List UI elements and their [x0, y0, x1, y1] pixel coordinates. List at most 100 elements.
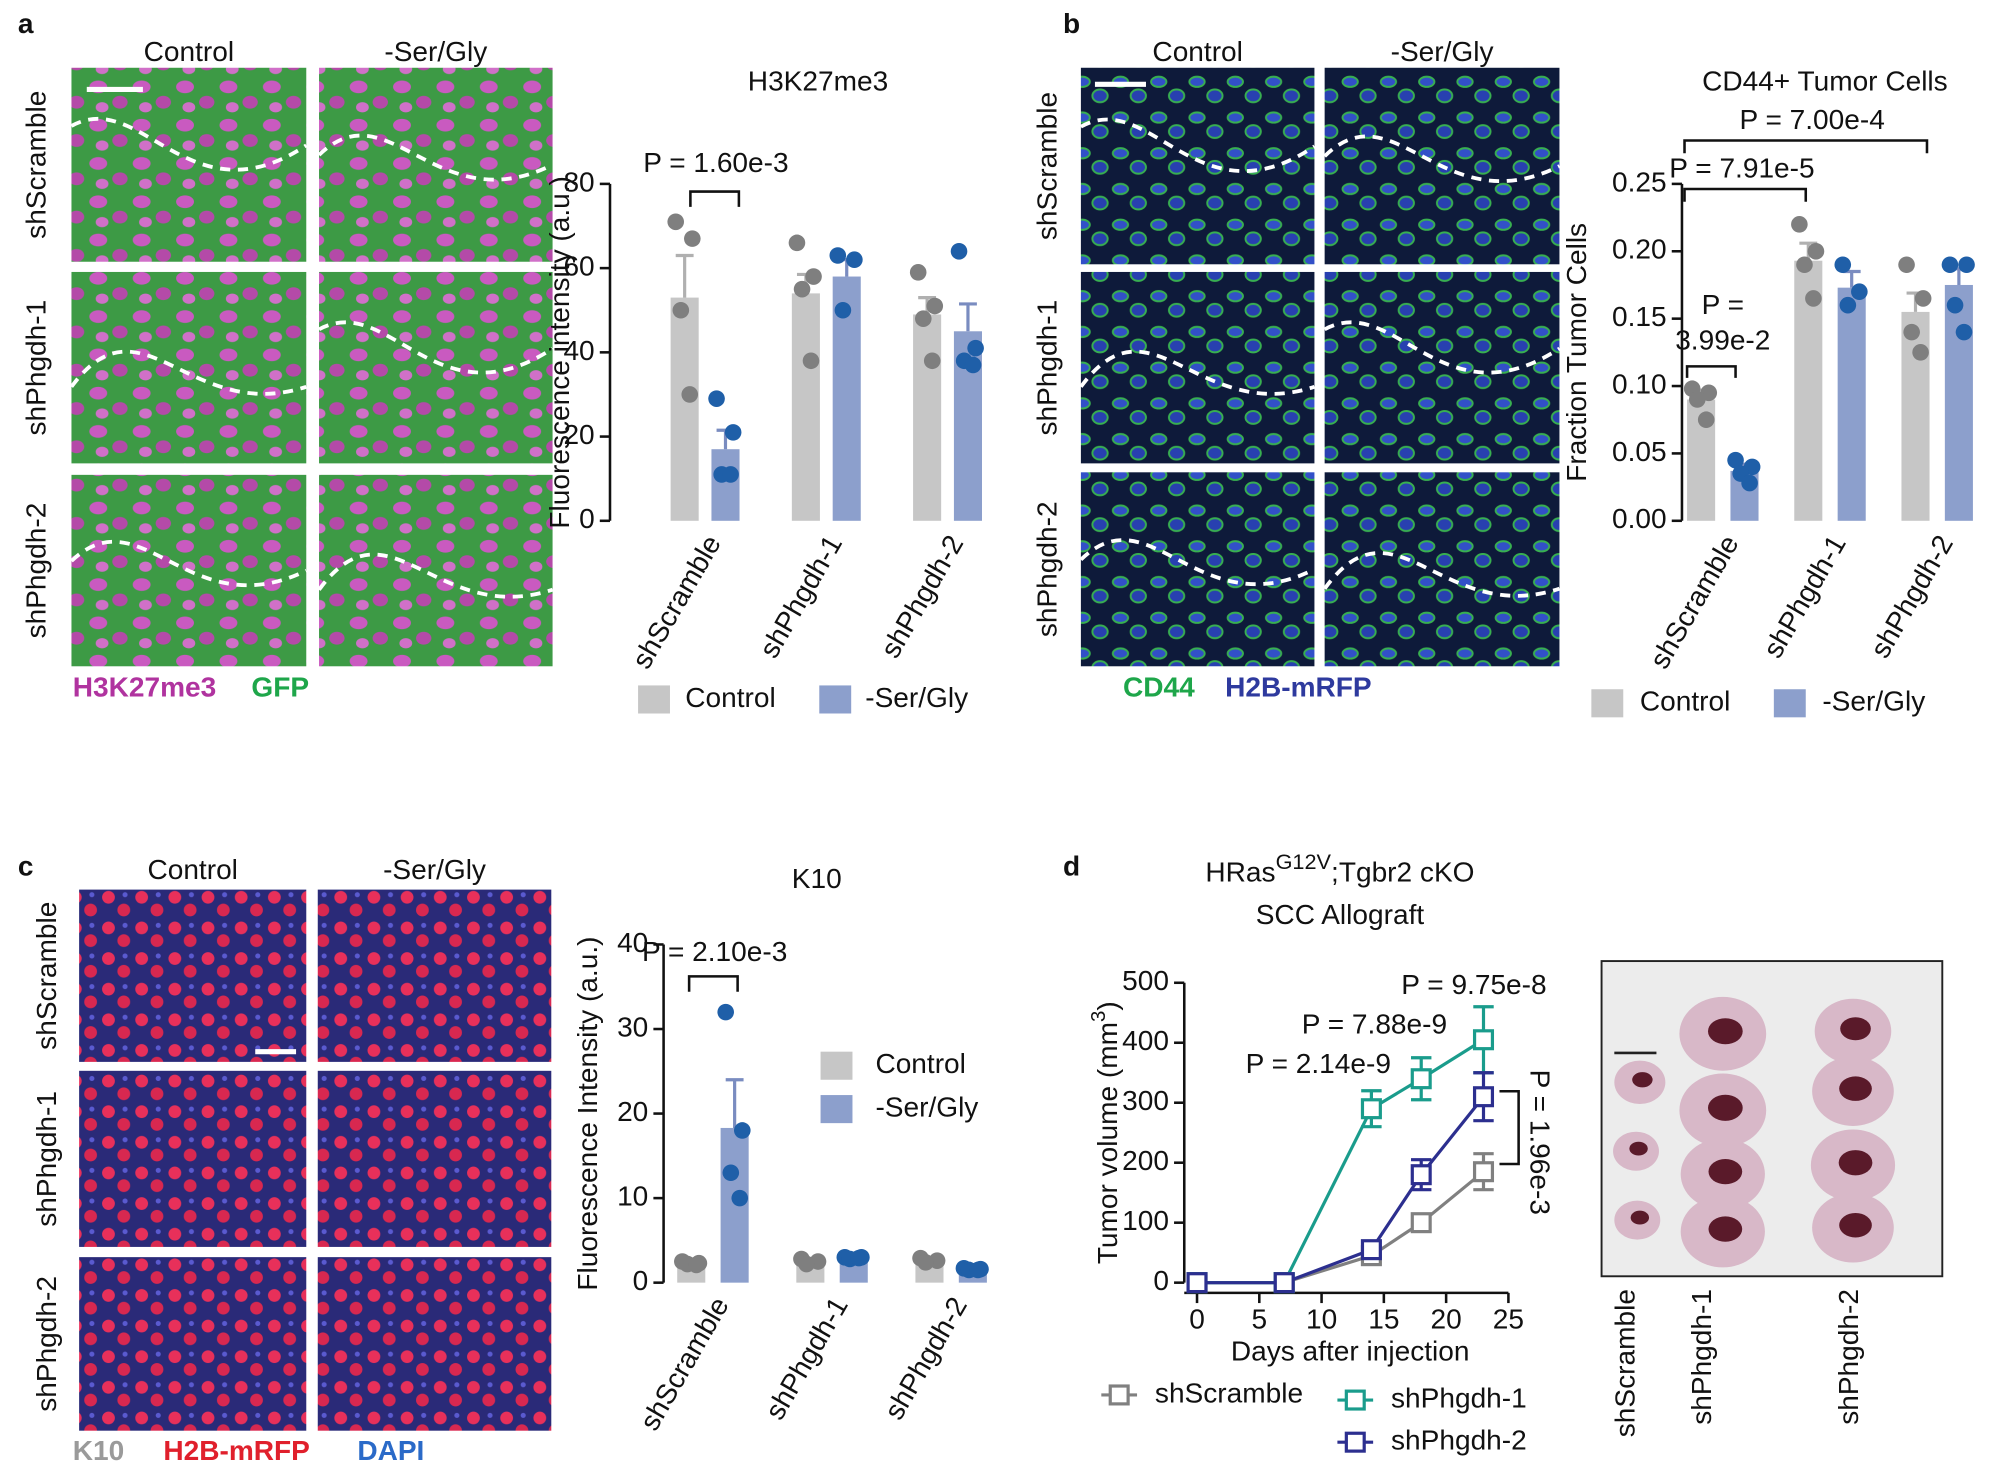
column-label: -Ser/Gly: [383, 854, 486, 885]
bar: [791, 293, 820, 521]
y-tick-label: 60: [563, 251, 594, 282]
error-bar: [959, 302, 977, 332]
y-axis-label: Fraction Tumor Cells: [1561, 223, 1592, 482]
title-part: G12V: [1276, 849, 1332, 874]
error-bar: [675, 253, 694, 298]
data-point: [733, 1122, 751, 1139]
data-point: [969, 1261, 987, 1279]
tumor-core: [1839, 1076, 1872, 1101]
micrograph: [317, 1070, 552, 1247]
data-point: [917, 1254, 934, 1271]
y-axis-label: Tumor volume (mm3): [1088, 1001, 1123, 1264]
p-value: P = 7.91e-5: [1669, 152, 1814, 183]
photo-label: shPhgdh-1: [1686, 1289, 1717, 1425]
legend-label: shPhgdh-2: [1391, 1425, 1527, 1456]
stain-label: DAPI: [357, 1435, 424, 1464]
stain-label: H2B-mRFP: [163, 1435, 310, 1464]
data-point: [1807, 242, 1825, 260]
tumor-boundary: [1323, 134, 1561, 183]
bar: [913, 314, 942, 521]
significance-bracket: [1499, 1089, 1520, 1166]
y-tick-label: 40: [617, 927, 648, 958]
y-tick-label: 100: [1122, 1205, 1169, 1236]
photo-label: shPhgdh-2: [1833, 1289, 1864, 1425]
data-point: [914, 310, 932, 327]
tumor-boundary: [1079, 538, 1316, 587]
panel-letter: c: [18, 850, 34, 881]
data-point: [1688, 391, 1706, 408]
data-point: [834, 301, 852, 319]
micrograph: [1324, 271, 1560, 464]
data-point: [923, 352, 941, 370]
data-point: [1727, 451, 1744, 469]
data-point: [802, 352, 820, 370]
data-point: [684, 230, 701, 247]
y-tick-label: 300: [1122, 1085, 1169, 1116]
marker: [1360, 1098, 1382, 1120]
series-line: [1197, 1095, 1485, 1285]
data-point: [681, 386, 699, 403]
tumor-core: [1708, 1158, 1743, 1185]
data-point: [1941, 256, 1959, 274]
micrograph: [1080, 67, 1315, 265]
tumor-boundary: [317, 133, 554, 182]
p-value: P = 2.14e-9: [1246, 1048, 1391, 1079]
legend-swatch: [638, 685, 670, 714]
tumor-core: [1707, 1018, 1743, 1045]
label-part: ): [1093, 1001, 1124, 1010]
legend-label: Control: [875, 1048, 965, 1079]
legend-label: -Ser/Gly: [865, 682, 968, 713]
bar: [1837, 287, 1866, 521]
tumor-core: [1629, 1141, 1648, 1156]
legend-swatch: [1773, 689, 1806, 718]
legend-label: -Ser/Gly: [875, 1092, 978, 1123]
y-tick-label: 30: [617, 1011, 648, 1042]
y-tick-label: 0.05: [1612, 436, 1667, 467]
legend-label: shScramble: [1155, 1377, 1303, 1408]
p-value: P = 1.60e-3: [643, 147, 788, 178]
data-point: [688, 1256, 705, 1274]
y-tick-label: 0.10: [1612, 368, 1667, 399]
micrograph: [1080, 271, 1315, 464]
x-tick-label: shScramble: [626, 530, 727, 674]
y-tick-label: 500: [1122, 965, 1169, 996]
x-tick-label: shScramble: [634, 1292, 735, 1436]
tumor-core: [1632, 1072, 1653, 1088]
panel-letter: a: [18, 8, 34, 39]
y-tick-label: 80: [563, 166, 594, 197]
row-label: shPhgdh-2: [21, 503, 52, 639]
micrograph: [71, 271, 307, 464]
tumor-core: [1630, 1210, 1650, 1225]
label-part: 3: [1088, 1011, 1110, 1022]
x-tick-label: shPhgdh-2: [878, 1292, 973, 1425]
tumor-core: [1838, 1150, 1873, 1176]
data-point: [1741, 474, 1758, 492]
bar: [720, 1127, 749, 1283]
tumor-boundary: [70, 539, 308, 588]
marker: [1360, 1239, 1382, 1261]
stain-label: CD44: [1123, 672, 1195, 703]
legend-label: shPhgdh-1: [1391, 1382, 1527, 1413]
tumor-boundary: [1323, 551, 1561, 598]
data-point: [1697, 411, 1715, 429]
micrograph: [319, 474, 553, 667]
significance-bracket: [689, 190, 741, 207]
data-point: [1839, 296, 1857, 314]
x-tick-label: shPhgdh-1: [759, 1292, 854, 1425]
stain-label: H2B-mRFP: [1225, 672, 1372, 703]
data-point: [788, 234, 806, 252]
marker: [1273, 1272, 1295, 1294]
data-point: [1903, 323, 1920, 341]
legend-marker: [1344, 1389, 1366, 1411]
legend-swatch: [820, 1095, 853, 1124]
row-label: shPhgdh-2: [31, 1276, 62, 1412]
legend-swatch: [1591, 689, 1624, 718]
significance-bracket: [687, 975, 739, 992]
stain-label: K10: [73, 1435, 124, 1464]
data-point: [722, 1164, 740, 1182]
legend-label: Control: [685, 682, 775, 713]
data-point: [926, 297, 944, 315]
data-point: [717, 1003, 734, 1021]
micrograph: [317, 889, 552, 1062]
tumor-core: [1707, 1094, 1743, 1121]
